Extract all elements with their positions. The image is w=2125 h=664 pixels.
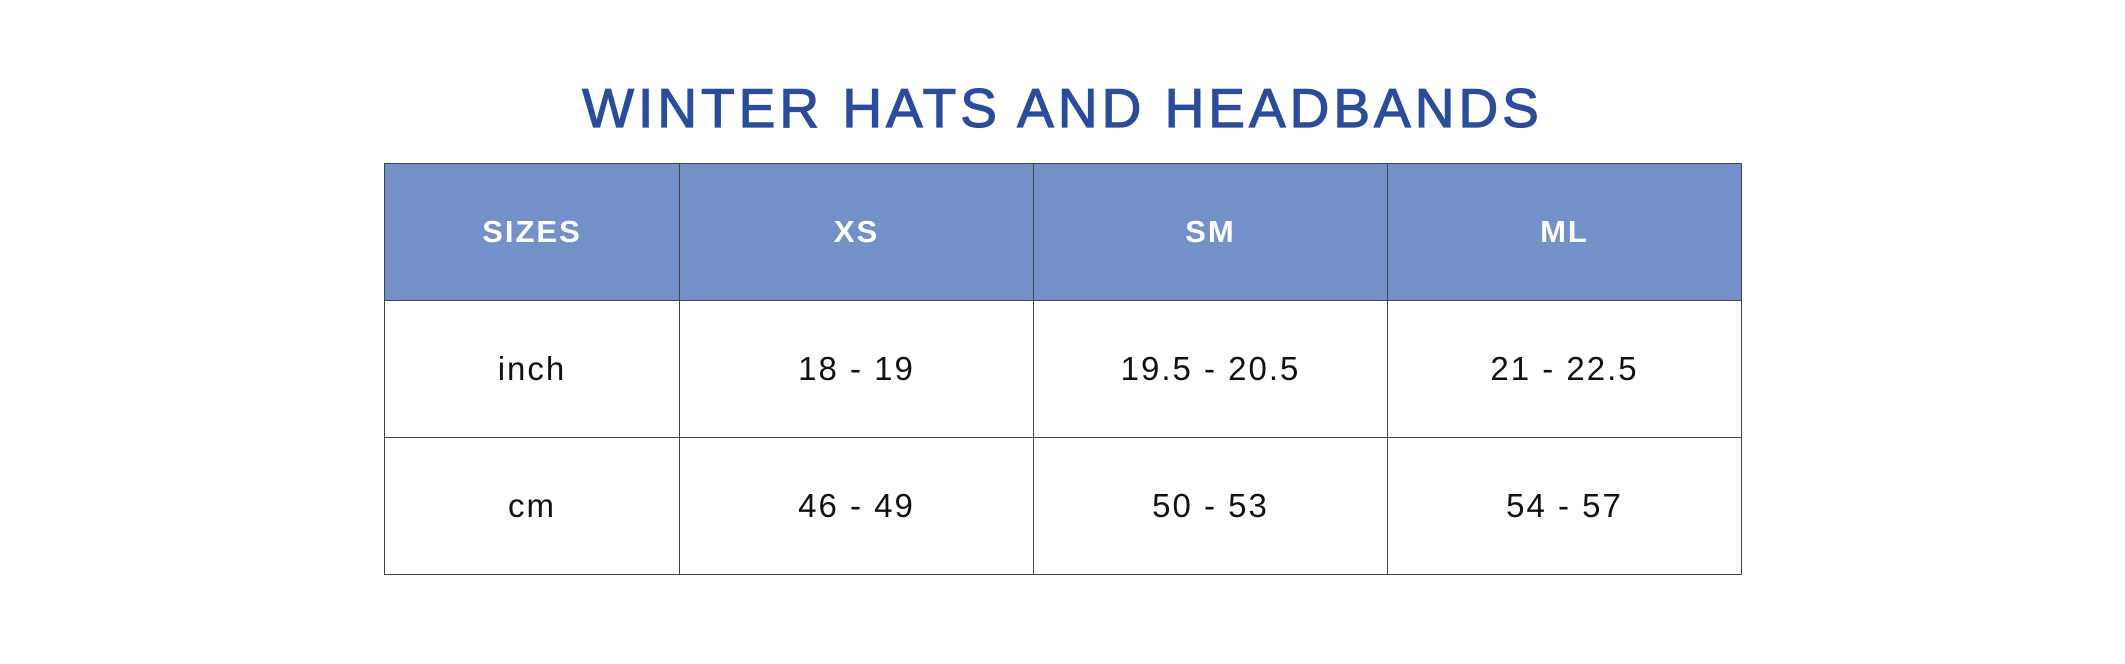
table-cell: 46 - 49 xyxy=(679,437,1034,575)
chart-title: WINTER HATS AND HEADBANDS xyxy=(582,77,1543,139)
table-cell: 19.5 - 20.5 xyxy=(1033,300,1388,438)
table-cell: 50 - 53 xyxy=(1033,437,1388,575)
header-ml: ML xyxy=(1387,163,1742,301)
table-cell: 18 - 19 xyxy=(679,300,1034,438)
table-cell: 21 - 22.5 xyxy=(1387,300,1742,438)
header-sizes: SIZES xyxy=(384,163,680,301)
header-sm: SM xyxy=(1033,163,1388,301)
table-row: inch 18 - 19 19.5 - 20.5 21 - 22.5 xyxy=(384,300,1742,438)
row-label: inch xyxy=(384,300,680,438)
table-row: cm 46 - 49 50 - 53 54 - 57 xyxy=(384,437,1742,575)
table-cell: 54 - 57 xyxy=(1387,437,1742,575)
size-table: SIZES XS SM ML inch 18 - 19 19.5 - 20.5 … xyxy=(384,163,1742,575)
header-row: SIZES XS SM ML xyxy=(384,163,1742,301)
row-label: cm xyxy=(384,437,680,575)
header-xs: XS xyxy=(679,163,1034,301)
